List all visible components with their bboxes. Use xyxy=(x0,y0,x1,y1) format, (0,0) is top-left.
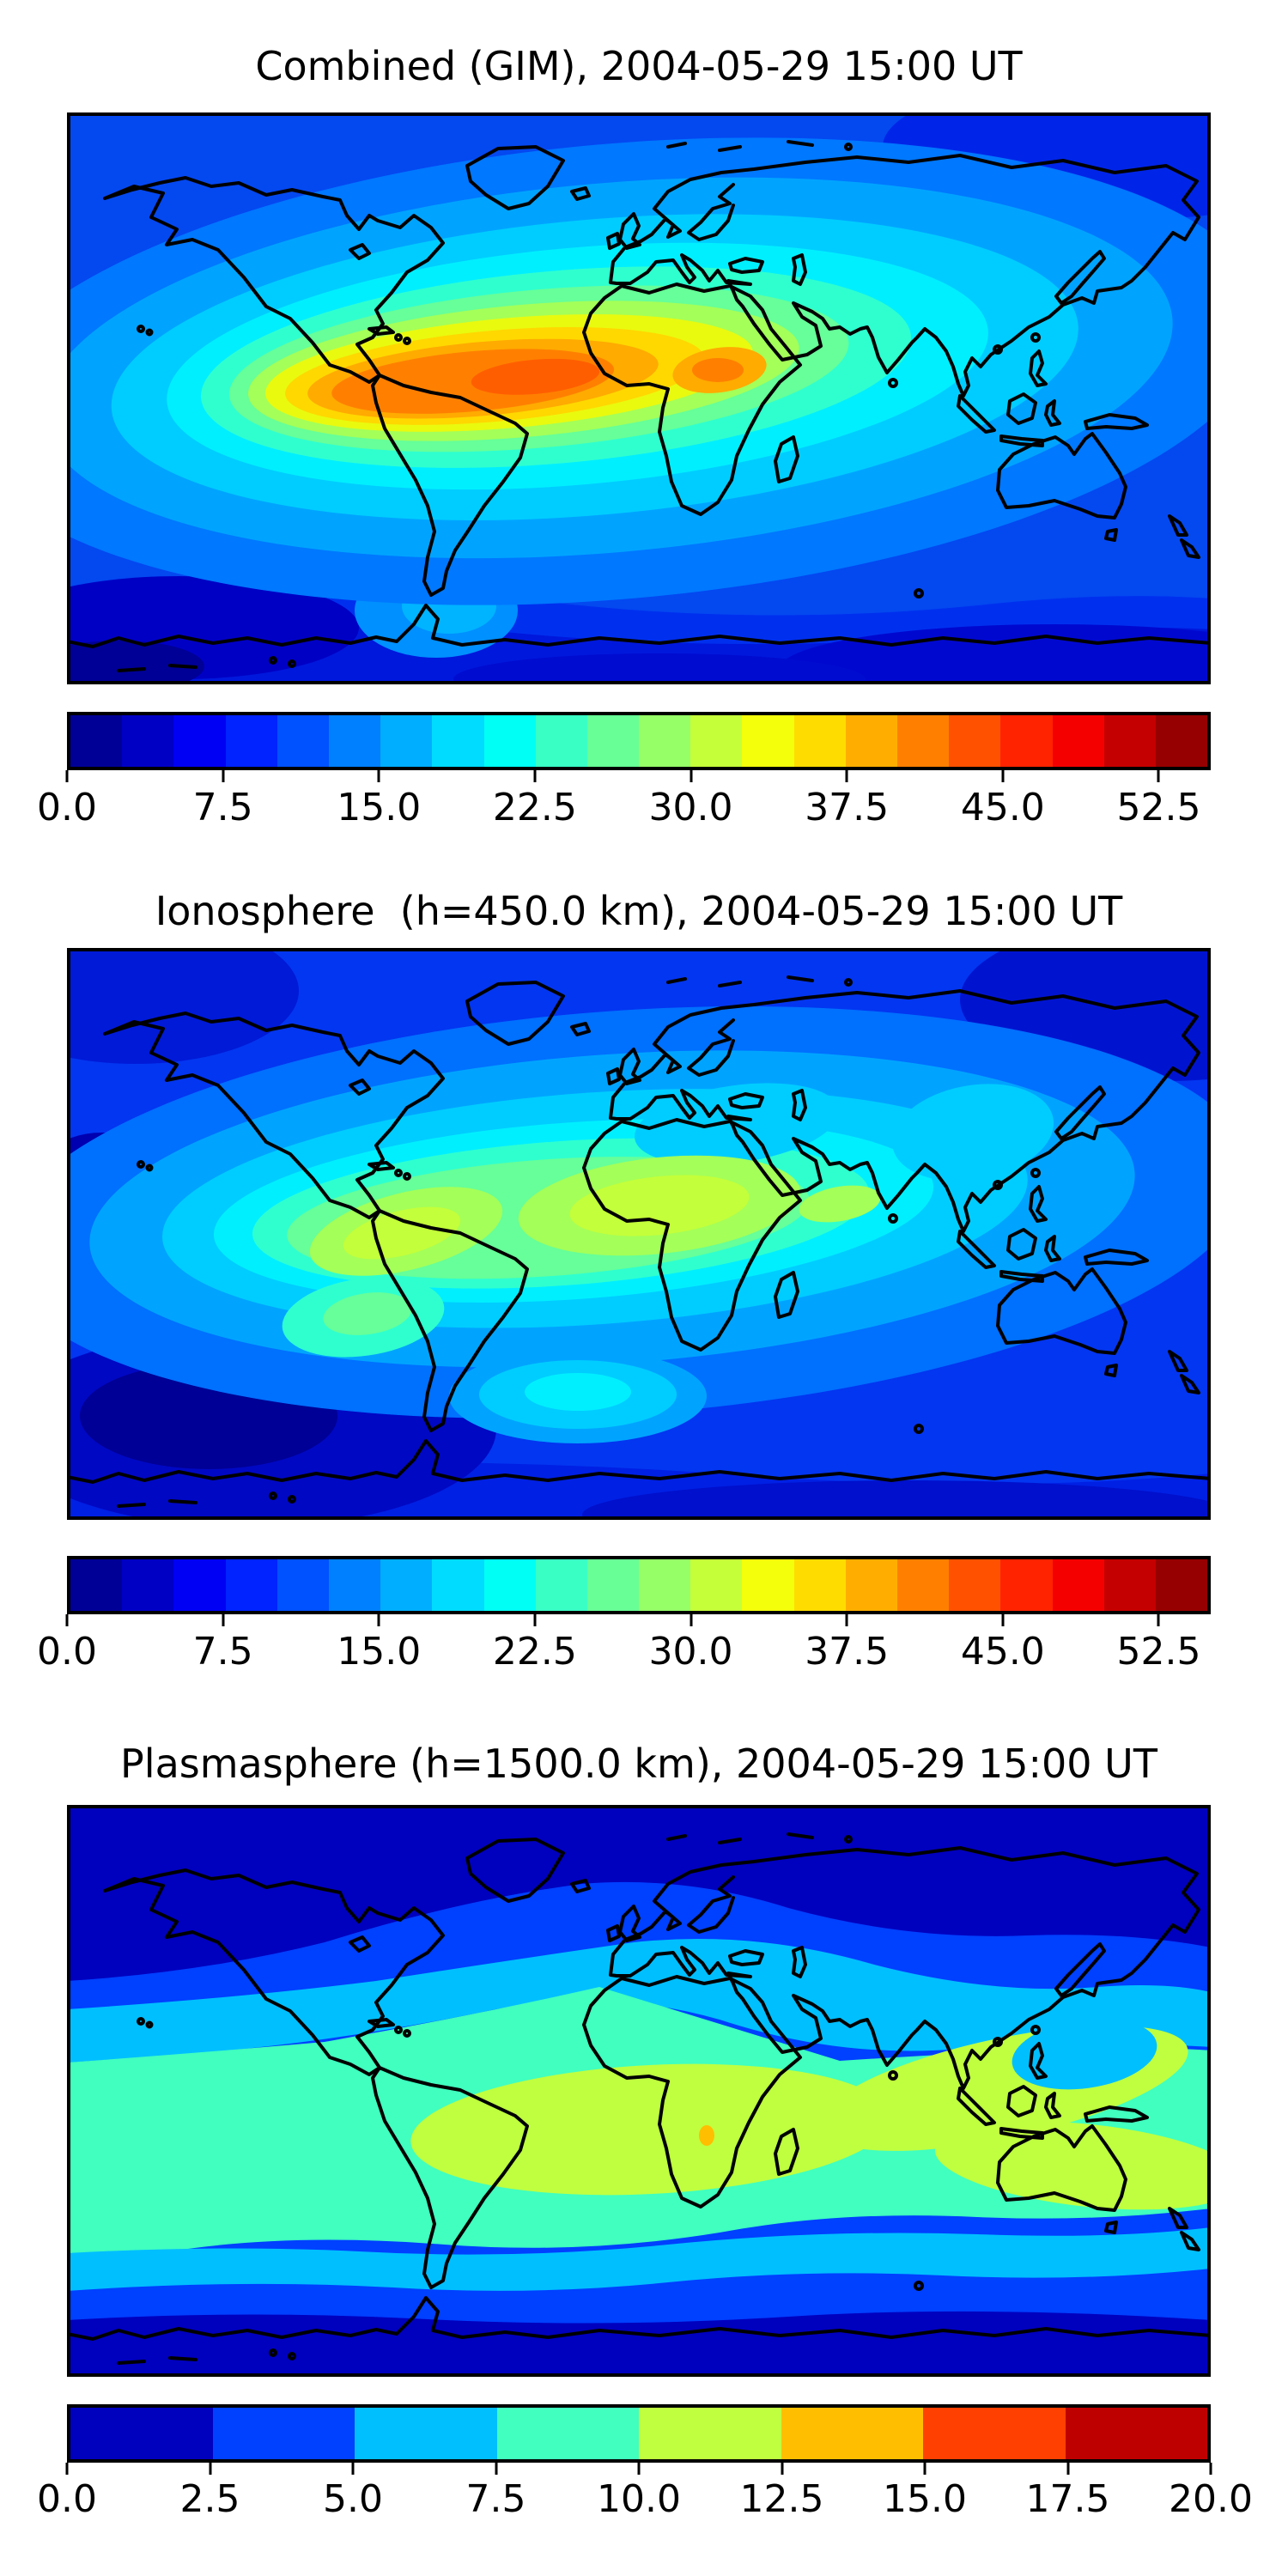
colorbar-ticklabels: 0.0 2.5 5.0 7.5 10.0 12.5 15.0 17.5 20.0 xyxy=(37,2476,1253,2523)
tick-label: 30.0 xyxy=(648,1630,733,1674)
tick-label: 37.5 xyxy=(805,786,890,829)
tick-label: 17.5 xyxy=(1025,2477,1110,2521)
tick-label: 52.5 xyxy=(1116,786,1201,829)
colorbar-combined xyxy=(67,712,1211,770)
tick-label: 5.0 xyxy=(323,2477,383,2521)
tick-label: 22.5 xyxy=(492,786,577,829)
colorbar-tickmarks xyxy=(65,1614,1211,1626)
tick-label: 15.0 xyxy=(883,2477,967,2521)
tick-label: 7.5 xyxy=(465,2477,526,2521)
colorbar-ionosphere xyxy=(67,1556,1211,1614)
contour-field-combined xyxy=(67,112,1211,684)
colorbar-ticklabels: 0.0 7.5 15.0 22.5 30.0 37.5 45.0 52.5 xyxy=(37,785,1211,831)
tick-label: 20.0 xyxy=(1169,2477,1253,2521)
colorbar-swatches xyxy=(70,1559,1208,1611)
tick-label: 45.0 xyxy=(960,1630,1045,1674)
tick-label: 15.0 xyxy=(337,1630,422,1674)
tick-label: 2.5 xyxy=(179,2477,240,2521)
tick-label: 15.0 xyxy=(337,786,422,829)
tick-label: 7.5 xyxy=(192,1630,253,1674)
panel-title-combined: Combined (GIM), 2004-05-29 15:00 UT xyxy=(255,43,1023,89)
map-plasmasphere xyxy=(67,1805,1211,2377)
tick-label: 37.5 xyxy=(805,1630,890,1674)
tick-label: 10.0 xyxy=(597,2477,681,2521)
colorbar-tickmarks xyxy=(65,770,1211,782)
map-ionosphere xyxy=(67,948,1211,1520)
tick-label: 22.5 xyxy=(492,1630,577,1674)
panel-title-plasmasphere: Plasmasphere (h=1500.0 km), 2004-05-29 1… xyxy=(120,1741,1157,1787)
tick-label: 0.0 xyxy=(37,786,97,829)
contour-field-ionosphere xyxy=(67,948,1211,1520)
colorbar-tickmarks xyxy=(65,2463,1212,2475)
colorbar-ticklabels: 0.0 7.5 15.0 22.5 30.0 37.5 45.0 52.5 xyxy=(37,1629,1211,1675)
colorbar-swatches xyxy=(70,715,1208,767)
tick-label: 0.0 xyxy=(37,2477,97,2521)
tick-label: 0.0 xyxy=(37,1630,97,1674)
panel-title-ionosphere: Ionosphere (h=450.0 km), 2004-05-29 15:0… xyxy=(155,888,1123,934)
tick-label: 45.0 xyxy=(960,786,1045,829)
tick-label: 30.0 xyxy=(648,786,733,829)
tick-label: 12.5 xyxy=(739,2477,824,2521)
contour-field-plasmasphere xyxy=(67,1805,1211,2377)
map-combined xyxy=(67,112,1211,684)
tick-label: 52.5 xyxy=(1116,1630,1201,1674)
colorbar-plasmasphere xyxy=(67,2404,1211,2463)
colorbar-swatches xyxy=(70,2408,1207,2459)
tick-label: 7.5 xyxy=(192,786,253,829)
